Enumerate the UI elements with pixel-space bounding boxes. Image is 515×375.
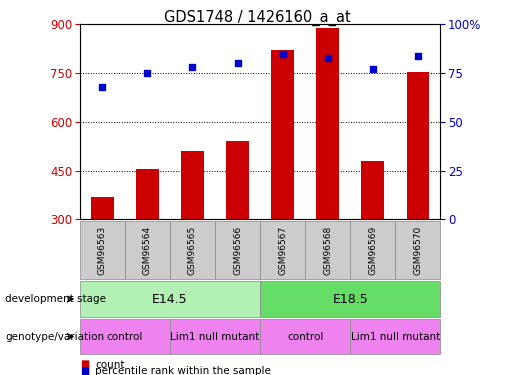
Text: control: control <box>287 332 323 342</box>
Point <box>369 66 377 72</box>
Point <box>414 53 422 58</box>
Text: ■: ■ <box>80 366 89 375</box>
Text: Lim1 null mutant: Lim1 null mutant <box>351 332 440 342</box>
Text: GSM96566: GSM96566 <box>233 226 242 275</box>
Text: percentile rank within the sample: percentile rank within the sample <box>95 366 271 375</box>
Text: GSM96570: GSM96570 <box>414 226 422 275</box>
Text: E18.5: E18.5 <box>332 292 368 306</box>
Text: E14.5: E14.5 <box>152 292 188 306</box>
Text: GSM96569: GSM96569 <box>368 226 377 275</box>
Point <box>279 51 287 57</box>
Text: Lim1 null mutant: Lim1 null mutant <box>170 332 260 342</box>
Bar <box>271 50 294 219</box>
Text: GSM96565: GSM96565 <box>188 226 197 275</box>
Text: development stage: development stage <box>5 294 106 304</box>
Bar <box>181 151 204 219</box>
Point <box>188 64 197 70</box>
Text: GSM96563: GSM96563 <box>98 226 107 275</box>
Point <box>98 84 107 90</box>
Bar <box>316 28 339 219</box>
Bar <box>136 169 159 219</box>
Point <box>143 70 151 76</box>
Text: GSM96567: GSM96567 <box>278 226 287 275</box>
Bar <box>226 141 249 219</box>
Text: GDS1748 / 1426160_a_at: GDS1748 / 1426160_a_at <box>164 9 351 26</box>
Text: GSM96568: GSM96568 <box>323 226 332 275</box>
Bar <box>406 72 429 219</box>
Point <box>233 60 242 66</box>
Point <box>323 54 332 60</box>
Bar <box>362 161 384 219</box>
Text: ■: ■ <box>80 360 89 369</box>
Text: genotype/variation: genotype/variation <box>5 332 104 342</box>
Text: control: control <box>107 332 143 342</box>
Bar <box>91 196 114 219</box>
Text: count: count <box>95 360 125 369</box>
Text: GSM96564: GSM96564 <box>143 226 152 275</box>
